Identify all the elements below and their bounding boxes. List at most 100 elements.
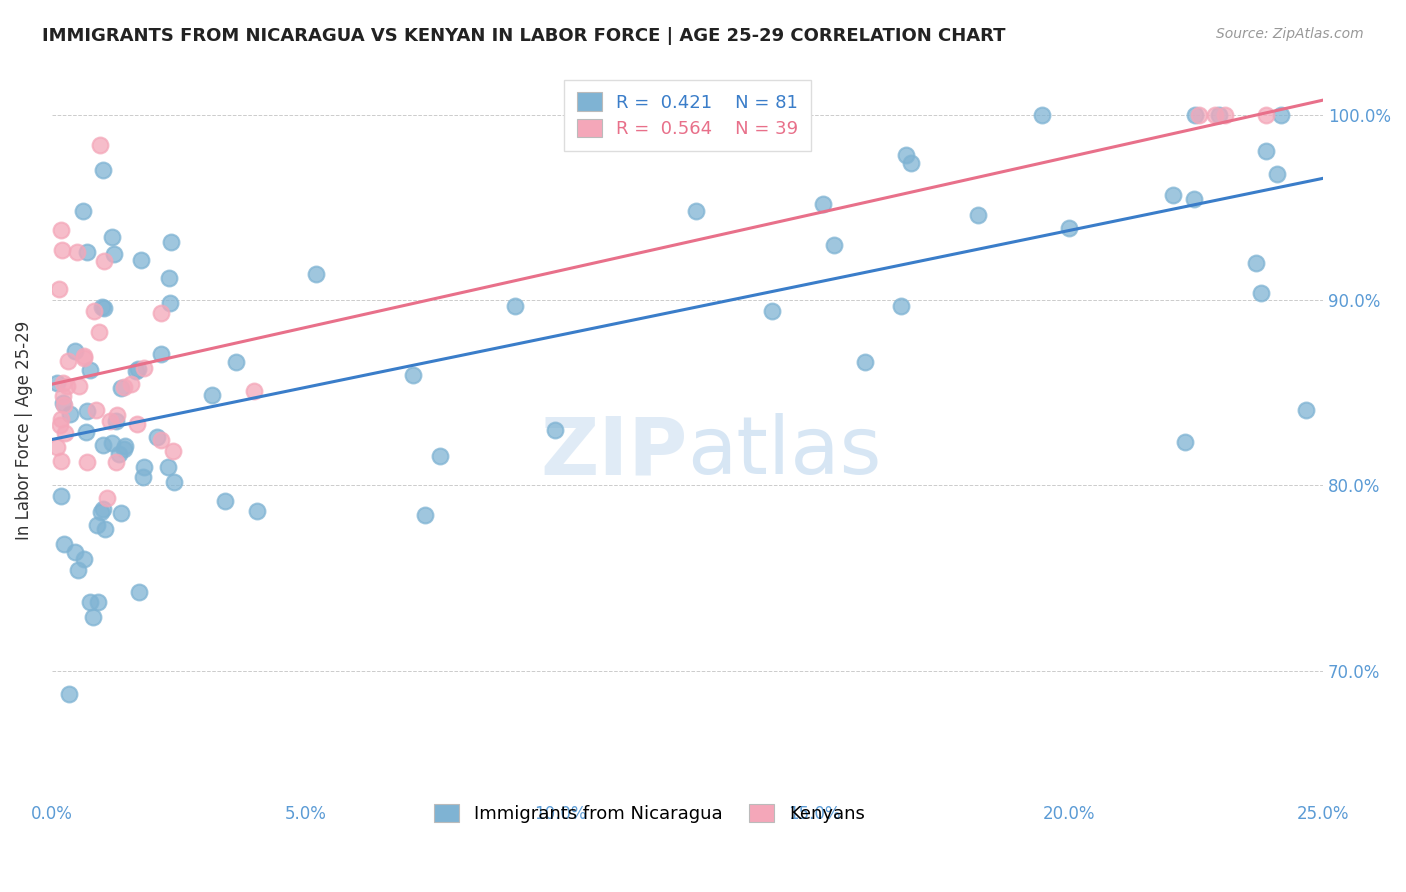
Point	[75, 425, 97, 439]
Point	[91, 502, 114, 516]
Point	[823, 237, 845, 252]
Point	[159, 295, 181, 310]
Point	[149, 347, 172, 361]
Point	[162, 444, 184, 458]
Point	[48, 282, 70, 296]
Point	[413, 508, 436, 522]
Point	[214, 494, 236, 508]
Point	[53, 398, 76, 412]
Y-axis label: In Labor Force | Age 25-29: In Labor Force | Age 25-29	[15, 320, 32, 540]
Point	[160, 235, 183, 249]
Point	[132, 460, 155, 475]
Point	[1188, 108, 1211, 122]
Point	[96, 491, 118, 505]
Point	[105, 408, 128, 422]
Point	[72, 552, 94, 566]
Point	[53, 425, 76, 440]
Point	[132, 470, 155, 484]
Point	[104, 455, 127, 469]
Point	[76, 245, 98, 260]
Point	[49, 223, 72, 237]
Point	[52, 536, 75, 550]
Point	[127, 417, 149, 432]
Point	[146, 430, 169, 444]
Text: Source: ZipAtlas.com: Source: ZipAtlas.com	[1216, 27, 1364, 41]
Point	[65, 343, 87, 358]
Point	[51, 243, 73, 257]
Point	[104, 414, 127, 428]
Point	[1295, 403, 1317, 417]
Point	[110, 506, 132, 520]
Point	[66, 245, 89, 260]
Legend: Immigrants from Nicaragua, Kenyans: Immigrants from Nicaragua, Kenyans	[422, 791, 877, 836]
Point	[1184, 108, 1206, 122]
Point	[67, 563, 90, 577]
Point	[125, 364, 148, 378]
Point	[65, 544, 87, 558]
Point	[1182, 192, 1205, 206]
Point	[110, 381, 132, 395]
Point	[87, 326, 110, 340]
Point	[93, 163, 115, 178]
Point	[108, 447, 131, 461]
Point	[1057, 221, 1080, 235]
Point	[890, 299, 912, 313]
Point	[72, 351, 94, 365]
Point	[157, 459, 180, 474]
Point	[1256, 144, 1278, 158]
Point	[76, 404, 98, 418]
Point	[93, 253, 115, 268]
Point	[1256, 108, 1278, 122]
Point	[101, 436, 124, 450]
Point	[1270, 108, 1292, 122]
Point	[56, 353, 79, 368]
Point	[76, 454, 98, 468]
Point	[134, 360, 156, 375]
Point	[59, 407, 82, 421]
Point	[1213, 108, 1236, 122]
Point	[93, 522, 115, 536]
Point	[429, 449, 451, 463]
Point	[45, 440, 67, 454]
Point	[58, 687, 80, 701]
Point	[967, 208, 990, 222]
Text: IMMIGRANTS FROM NICARAGUA VS KENYAN IN LABOR FORCE | AGE 25-29 CORRELATION CHART: IMMIGRANTS FROM NICARAGUA VS KENYAN IN L…	[42, 27, 1005, 45]
Point	[149, 433, 172, 447]
Point	[100, 229, 122, 244]
Point	[503, 299, 526, 313]
Point	[103, 247, 125, 261]
Point	[93, 301, 115, 316]
Point	[305, 267, 328, 281]
Point	[52, 389, 75, 403]
Point	[225, 355, 247, 369]
Point	[1031, 108, 1053, 122]
Point	[86, 517, 108, 532]
Point	[201, 387, 224, 401]
Point	[1204, 108, 1226, 122]
Point	[120, 377, 142, 392]
Point	[67, 379, 90, 393]
Point	[84, 402, 107, 417]
Point	[112, 442, 135, 456]
Point	[73, 349, 96, 363]
Point	[83, 303, 105, 318]
Point	[544, 423, 567, 437]
Point	[150, 306, 173, 320]
Point	[49, 490, 72, 504]
Point	[811, 197, 834, 211]
Point	[593, 108, 616, 122]
Point	[91, 438, 114, 452]
Point	[79, 595, 101, 609]
Point	[91, 301, 114, 315]
Point	[246, 504, 269, 518]
Point	[52, 376, 75, 390]
Text: ZIP: ZIP	[540, 413, 688, 491]
Point	[52, 396, 75, 410]
Point	[1208, 108, 1230, 122]
Point	[49, 417, 72, 432]
Point	[1265, 168, 1288, 182]
Point	[129, 253, 152, 268]
Point	[114, 439, 136, 453]
Point	[900, 156, 922, 170]
Point	[72, 204, 94, 219]
